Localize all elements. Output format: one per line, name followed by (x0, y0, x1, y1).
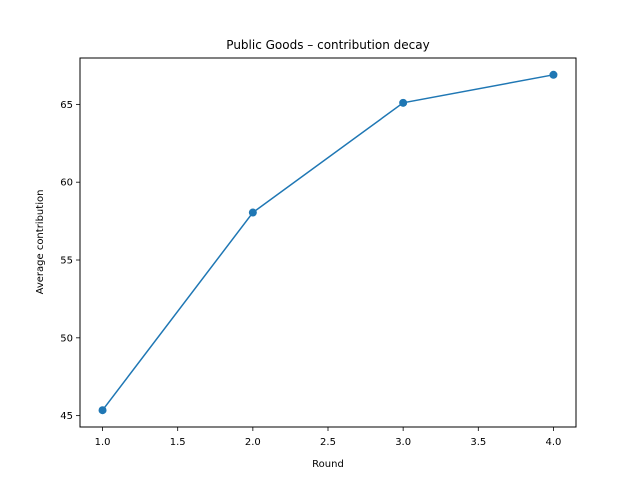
x-tick-label: 1.0 (95, 437, 111, 448)
y-axis-ticks: 45 50 55 60 65 (60, 100, 80, 422)
x-axis-ticks: 1.0 1.5 2.0 2.5 3.0 3.5 4.0 (95, 427, 562, 448)
x-tick-label: 2.5 (320, 437, 336, 448)
data-point (399, 98, 408, 107)
chart-title: Public Goods – contribution decay (226, 38, 429, 52)
data-point (248, 208, 257, 217)
data-point (549, 70, 558, 79)
y-tick-label: 45 (60, 411, 73, 422)
x-tick-label: 2.0 (245, 437, 261, 448)
plot-area-frame (79, 57, 577, 428)
x-axis-label: Round (312, 459, 344, 470)
x-tick-label: 4.0 (546, 437, 562, 448)
y-tick-label: 50 (60, 333, 73, 344)
data-point (98, 406, 107, 415)
y-tick-label: 55 (60, 256, 73, 267)
y-tick-label: 65 (60, 100, 73, 111)
y-axis-label: Average contribution (35, 190, 46, 295)
series-layer (98, 70, 558, 415)
x-tick-label: 1.5 (170, 437, 186, 448)
series-line (101, 74, 554, 411)
y-tick-label: 60 (60, 178, 73, 189)
x-tick-label: 3.0 (395, 437, 411, 448)
x-tick-label: 3.5 (470, 437, 486, 448)
